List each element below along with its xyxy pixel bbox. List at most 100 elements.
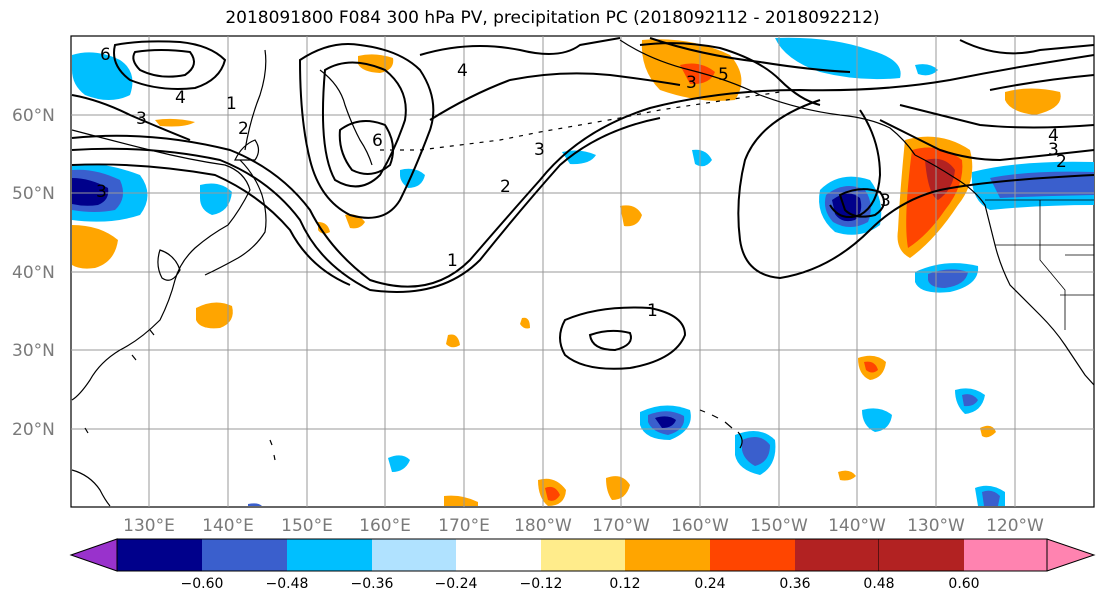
lon-label: 160°E <box>359 516 411 536</box>
colorbar-ticks: −0.60 −0.48 −0.36 −0.24 −0.12 0.12 0.24 … <box>181 576 980 592</box>
hawaii-coast <box>699 409 743 449</box>
contour-label: 3 <box>880 191 891 211</box>
colorbar: −0.60 −0.48 −0.36 −0.24 −0.12 0.12 0.24 … <box>69 538 1096 592</box>
colorbar-segment <box>372 539 456 571</box>
precip-blob <box>200 183 232 215</box>
colorbar-tick-label: −0.12 <box>520 576 563 592</box>
lon-label: 170°E <box>438 516 490 536</box>
contour-label: 4 <box>457 61 468 81</box>
precip-blob <box>838 470 856 481</box>
precip-blob <box>545 486 560 501</box>
contour-label: 3 <box>136 109 147 129</box>
lat-label: 50°N <box>12 184 55 204</box>
colorbar-tick-label: −0.60 <box>181 576 224 592</box>
contour-label: 2 <box>500 177 511 197</box>
precip-blob <box>915 64 938 76</box>
alaska-coast <box>619 39 916 156</box>
precip-blob <box>520 317 530 329</box>
precip-blob <box>606 476 630 500</box>
precip-blob <box>692 149 712 167</box>
precip-blob <box>155 118 195 127</box>
colorbar-tick-label: 0.48 <box>863 576 894 592</box>
pv-contour-15 <box>829 109 882 218</box>
pv-contour-10 <box>419 37 621 56</box>
lon-label: 150°W <box>750 516 808 536</box>
precip-blob <box>928 269 968 288</box>
precip-blob <box>248 503 262 506</box>
pv-contour-18 <box>838 188 885 218</box>
precip-blob <box>680 63 715 85</box>
precip-blob <box>962 394 978 407</box>
pv-contour-17 <box>899 104 1095 129</box>
contour-label: 2 <box>238 119 249 139</box>
lat-label: 40°N <box>12 263 55 283</box>
pv-contour-11 <box>429 72 681 121</box>
contour-label: 1 <box>647 301 658 321</box>
colorbar-extend-left <box>69 538 118 572</box>
pv-contour-3 <box>71 163 351 286</box>
precip-blob <box>1005 88 1061 115</box>
contour-label: 6 <box>100 45 111 65</box>
colorbar-tick-label: −0.24 <box>435 576 478 592</box>
lat-label: 20°N <box>12 420 55 440</box>
contour-label: 3 <box>96 182 107 202</box>
pv-contour-1 <box>71 54 1095 288</box>
precip-blob <box>400 168 425 188</box>
plot-title: 2018091800 F084 300 hPa PV, precipitatio… <box>225 8 880 28</box>
colorbar-tick-label: 0.36 <box>779 576 810 592</box>
colorbar-segment <box>625 539 710 571</box>
precip-blob <box>775 37 901 80</box>
colorbar-tick-label: −0.48 <box>266 576 309 592</box>
precip-blob <box>388 455 410 472</box>
precip-shading <box>72 37 1094 506</box>
contour-label: 4 <box>1048 126 1059 146</box>
contour-label: 3 <box>534 140 545 160</box>
colorbar-tick-label: 0.24 <box>694 576 725 592</box>
precip-blob <box>72 225 118 269</box>
pv-contour-14 <box>737 99 1095 280</box>
hokkaido-coast <box>234 139 260 161</box>
precip-blob <box>620 205 642 227</box>
lat-label: 60°N <box>12 106 55 126</box>
pv-contour-9 <box>321 61 407 188</box>
colorbar-segment <box>710 539 795 571</box>
gridlines <box>71 36 1094 507</box>
islands <box>84 329 276 461</box>
lon-label: 150°E <box>281 516 333 536</box>
colorbar-segment <box>795 539 879 571</box>
precip-blob <box>655 416 676 428</box>
precip-blob <box>196 302 233 329</box>
precip-blob <box>864 361 878 373</box>
precip-blob <box>862 408 892 432</box>
pv-contour-19 <box>959 39 1095 55</box>
pv-contours <box>71 37 1095 370</box>
colorbar-frame <box>116 538 1048 572</box>
contour-label: 5 <box>718 65 729 85</box>
precip-blob <box>446 334 460 348</box>
colorbar-segment <box>541 539 625 571</box>
pv-contour-21 <box>559 306 687 370</box>
lon-label: 130°W <box>907 516 965 536</box>
contour-labels: 6 4 3 2 1 6 4 3 1 3 2 1 4 3 2 3 5 3 <box>96 45 1067 321</box>
contour-label: 2 <box>1056 152 1067 172</box>
lon-label: 160°W <box>671 516 729 536</box>
lon-label: 180°W <box>514 516 572 536</box>
coastline <box>71 129 251 401</box>
philippines-coast <box>71 469 111 507</box>
sakhalin-coast <box>244 49 267 151</box>
colorbar-tick-label: 0.12 <box>609 576 640 592</box>
precip-blob <box>358 54 394 73</box>
coastline <box>157 249 181 281</box>
precip-blob <box>990 171 1094 198</box>
lon-label: 140°W <box>828 516 886 536</box>
precip-blob <box>72 178 109 206</box>
pv-contour-7 <box>298 43 435 219</box>
precip-blob <box>925 158 955 200</box>
na-coast <box>914 154 1095 386</box>
pv-contour-20 <box>989 74 1095 91</box>
pv-contour-2 <box>71 117 661 293</box>
colorbar-segment <box>879 539 964 571</box>
japan-coast <box>204 159 267 276</box>
aleutian-coast <box>380 91 781 151</box>
